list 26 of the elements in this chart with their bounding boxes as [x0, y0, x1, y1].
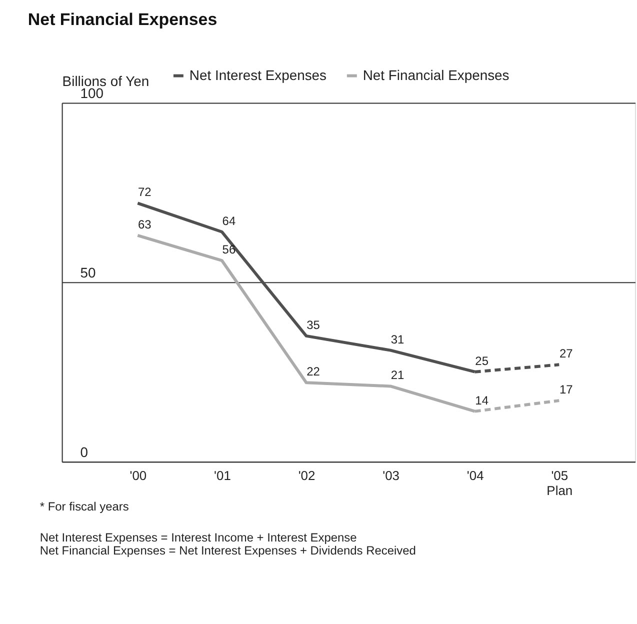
x-tick-label: '02 [298, 468, 316, 484]
x-tick-label: '04 [466, 468, 484, 484]
data-label: 63 [138, 218, 152, 232]
data-label: 25 [475, 354, 489, 368]
data-label: 72 [138, 185, 152, 200]
chart-title: Net Financial Expenses [28, 10, 218, 29]
text: * For fiscal years [40, 499, 129, 514]
text: Net Financial Expenses = Net Interest Expenses + Dividends Received [40, 543, 416, 558]
x-tick-label: '00 [130, 468, 147, 484]
data-label: 22 [306, 364, 320, 379]
data-label: 64 [222, 214, 236, 228]
data-label: 31 [390, 332, 405, 346]
data-label: 27 [559, 346, 574, 361]
x-tick-label: '01 [214, 468, 231, 484]
data-label: 17 [559, 382, 574, 397]
data-label: 21 [390, 368, 405, 382]
x-tick-label: '05 Plan [546, 468, 573, 498]
data-label: 35 [306, 318, 320, 332]
data-label: 56 [222, 242, 236, 257]
legend-label: Net Interest Expenses [189, 66, 327, 83]
text: Net Interest Expenses = Interest Income + Interest Expense [40, 530, 358, 544]
legend-label: Net Financial Expenses [362, 66, 510, 83]
data-label: 14 [475, 393, 489, 408]
x-tick-label: '03 [382, 468, 400, 484]
y-tick-label: 50 [80, 264, 96, 281]
y-tick-label: 0 [80, 444, 88, 460]
